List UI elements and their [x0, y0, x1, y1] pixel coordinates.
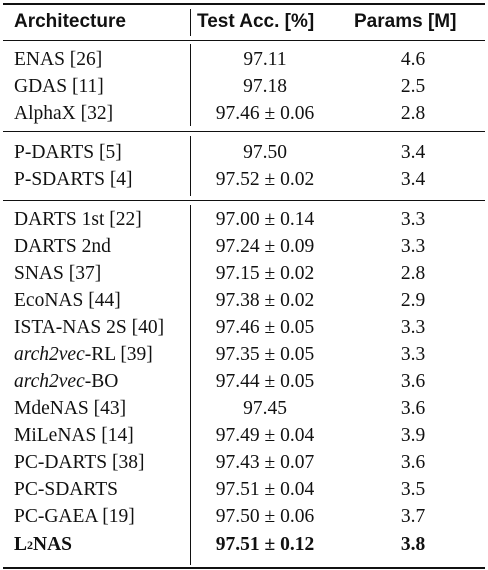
cell-architecture: ISTA-NAS 2S [40] — [14, 317, 165, 338]
column-divider — [190, 9, 191, 36]
header-rule — [3, 40, 485, 41]
cell-test-acc: 97.51 ± 0.04 — [215, 479, 315, 500]
cell-params: 3.8 — [400, 534, 426, 555]
header-params: Params [M] — [354, 11, 457, 32]
table-row: MdeNAS [43] 97.45 3.6 — [0, 396, 488, 422]
arch-name-rest: NAS — [33, 534, 73, 555]
cell-test-acc: 97.11 — [243, 49, 287, 70]
group-rule — [3, 200, 485, 201]
table-row: MiLeNAS [14] 97.49 ± 0.04 3.9 — [0, 423, 488, 449]
cell-architecture: SNAS [37] — [14, 263, 102, 284]
group-rule — [3, 131, 485, 132]
cell-params: 3.5 — [400, 479, 426, 500]
table-row-highlight: L 2 NAS 97.51 ± 0.12 3.8 — [0, 532, 488, 558]
arch-name-italic: arch2vec — [14, 344, 85, 365]
table-row: PC-GAEA [19] 97.50 ± 0.06 3.7 — [0, 504, 488, 530]
cell-architecture: ENAS [26] — [14, 49, 103, 70]
cell-architecture: MdeNAS [43] — [14, 398, 127, 419]
cell-architecture: arch2vec -RL [39] — [14, 342, 153, 368]
arch-name-rest: -RL [39] — [84, 344, 153, 365]
cell-architecture: arch2vec -BO — [14, 369, 118, 395]
cell-test-acc: 97.24 ± 0.09 — [215, 236, 315, 257]
cell-params: 3.3 — [400, 344, 426, 365]
cell-test-acc: 97.45 — [243, 398, 287, 419]
cell-params: 3.7 — [400, 506, 426, 527]
cell-test-acc: 97.00 ± 0.14 — [215, 209, 315, 230]
cell-architecture: DARTS 2nd — [14, 236, 111, 257]
cell-test-acc: 97.50 — [243, 142, 287, 163]
cell-params: 3.3 — [400, 209, 426, 230]
cell-params: 4.6 — [400, 49, 426, 70]
table-row: PC-SDARTS 97.51 ± 0.04 3.5 — [0, 477, 488, 503]
table-row: P-DARTS [5] 97.50 3.4 — [0, 140, 488, 166]
cell-architecture: AlphaX [32] — [14, 103, 114, 124]
cell-test-acc: 97.52 ± 0.02 — [215, 169, 315, 190]
cell-test-acc: 97.15 ± 0.02 — [215, 263, 315, 284]
cell-params: 3.6 — [400, 452, 426, 473]
column-divider — [190, 205, 191, 565]
header-architecture: Architecture — [14, 11, 126, 32]
cell-params: 2.8 — [400, 103, 426, 124]
cell-test-acc: 97.43 ± 0.07 — [215, 452, 315, 473]
cell-test-acc: 97.18 — [243, 76, 287, 97]
arch-name-rest: -BO — [84, 371, 119, 392]
bottom-rule — [3, 567, 485, 569]
table-row: EcoNAS [44] 97.38 ± 0.02 2.9 — [0, 288, 488, 314]
column-divider — [190, 44, 191, 126]
column-divider — [190, 136, 191, 196]
cell-architecture: P-SDARTS [4] — [14, 169, 133, 190]
table-row: P-SDARTS [4] 97.52 ± 0.02 3.4 — [0, 167, 488, 193]
table-row: arch2vec -RL [39] 97.35 ± 0.05 3.3 — [0, 342, 488, 368]
cell-params: 3.3 — [400, 236, 426, 257]
cell-test-acc: 97.50 ± 0.06 — [215, 506, 315, 527]
table-row: SNAS [37] 97.15 ± 0.02 2.8 — [0, 261, 488, 287]
table-row: DARTS 1st [22] 97.00 ± 0.14 3.3 — [0, 207, 488, 233]
cell-params: 3.6 — [400, 371, 426, 392]
table-row: GDAS [11] 97.18 2.5 — [0, 74, 488, 100]
cell-architecture: EcoNAS [44] — [14, 290, 121, 311]
cell-test-acc: 97.44 ± 0.05 — [215, 371, 315, 392]
cell-test-acc: 97.46 ± 0.06 — [215, 103, 315, 124]
cell-params: 3.9 — [400, 425, 426, 446]
cell-params: 2.8 — [400, 263, 426, 284]
cell-test-acc: 97.46 ± 0.05 — [215, 317, 315, 338]
table-row: DARTS 2nd 97.24 ± 0.09 3.3 — [0, 234, 488, 260]
cell-params: 3.4 — [400, 169, 426, 190]
table-row: arch2vec -BO 97.44 ± 0.05 3.6 — [0, 369, 488, 395]
cell-architecture: L 2 NAS — [14, 534, 73, 555]
cell-test-acc: 97.38 ± 0.02 — [215, 290, 315, 311]
cell-params: 2.9 — [400, 290, 426, 311]
arch-name-base: L — [14, 534, 28, 555]
cell-architecture: MiLeNAS [14] — [14, 425, 134, 446]
cell-architecture: P-DARTS [5] — [14, 142, 122, 163]
cell-architecture: GDAS [11] — [14, 76, 104, 97]
cell-params: 3.4 — [400, 142, 426, 163]
header-test-acc: Test Acc. [%] — [197, 11, 315, 32]
arch-name-italic: arch2vec — [14, 371, 85, 392]
table-row: ISTA-NAS 2S [40] 97.46 ± 0.05 3.3 — [0, 315, 488, 341]
table-row: ENAS [26] 97.11 4.6 — [0, 47, 488, 73]
table-row: AlphaX [32] 97.46 ± 0.06 2.8 — [0, 101, 488, 127]
cell-params: 3.6 — [400, 398, 426, 419]
table-row: PC-DARTS [38] 97.43 ± 0.07 3.6 — [0, 450, 488, 476]
cell-architecture: PC-DARTS [38] — [14, 452, 145, 473]
cell-params: 3.3 — [400, 317, 426, 338]
cell-architecture: PC-GAEA [19] — [14, 506, 135, 527]
cell-test-acc: 97.35 ± 0.05 — [215, 344, 315, 365]
cell-test-acc: 97.49 ± 0.04 — [215, 425, 315, 446]
top-rule — [3, 3, 485, 5]
cell-architecture: DARTS 1st [22] — [14, 209, 142, 230]
cell-test-acc: 97.51 ± 0.12 — [215, 534, 315, 555]
cell-params: 2.5 — [400, 76, 426, 97]
cell-architecture: PC-SDARTS — [14, 479, 118, 500]
header-row: Architecture Test Acc. [%] Params [M] — [0, 8, 488, 36]
